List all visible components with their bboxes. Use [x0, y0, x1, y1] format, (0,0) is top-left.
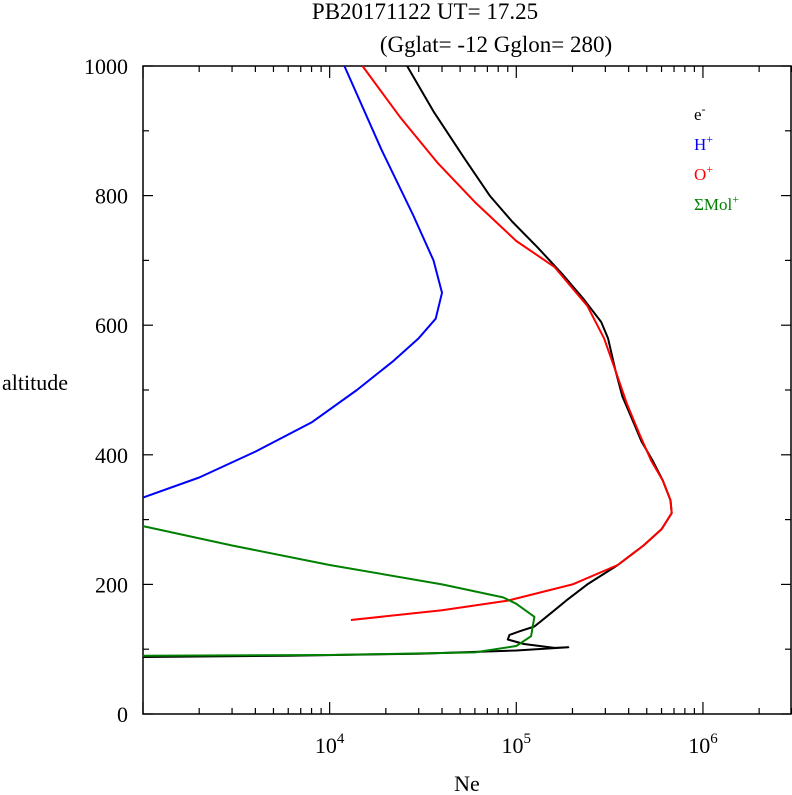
x-tick-exponent: 6	[710, 731, 718, 747]
y-axis-label: altitude	[2, 370, 68, 395]
y-tick-label: 0	[117, 702, 128, 727]
legend-entry-3: ΣMol+	[694, 192, 739, 214]
legend-entry-2: O+	[694, 162, 713, 184]
chart-title: PB20171122 UT= 17.25	[312, 0, 538, 24]
y-tick-label: 1000	[84, 54, 128, 79]
legend-label: ΣMol	[694, 195, 733, 214]
series-line-0	[142, 65, 673, 658]
x-tick-label: 106	[688, 731, 718, 758]
x-axis-label: Ne	[454, 771, 480, 795]
x-tick-exponent: 4	[337, 731, 345, 747]
y-tick-label: 600	[95, 313, 128, 338]
legend-label: H	[694, 135, 706, 154]
y-tick-label: 200	[95, 572, 128, 597]
x-tick-label: 104	[315, 731, 345, 758]
y-tick-label: 800	[95, 184, 128, 209]
x-tick-exponent: 5	[524, 731, 532, 747]
legend-superscript: +	[732, 192, 739, 206]
x-tick-base: 10	[315, 733, 337, 758]
series-line-3	[142, 525, 536, 657]
legend-entry-0: e-	[694, 102, 706, 124]
legend-entry-1: H+	[694, 132, 713, 154]
y-tick-label: 400	[95, 443, 128, 468]
x-tick-base: 10	[502, 733, 524, 758]
legend-superscript: +	[706, 162, 713, 176]
legend-superscript: -	[702, 102, 706, 116]
x-tick-base: 10	[688, 733, 710, 758]
chart-subtitle: (Gglat= -12 Gglon= 280)	[380, 32, 612, 57]
x-tick-label: 105	[502, 731, 532, 758]
series-line-1	[142, 65, 443, 499]
legend-label: O	[694, 165, 706, 184]
series-line-2	[350, 65, 673, 621]
legend-label: e	[694, 105, 702, 124]
legend-superscript: +	[706, 132, 713, 146]
